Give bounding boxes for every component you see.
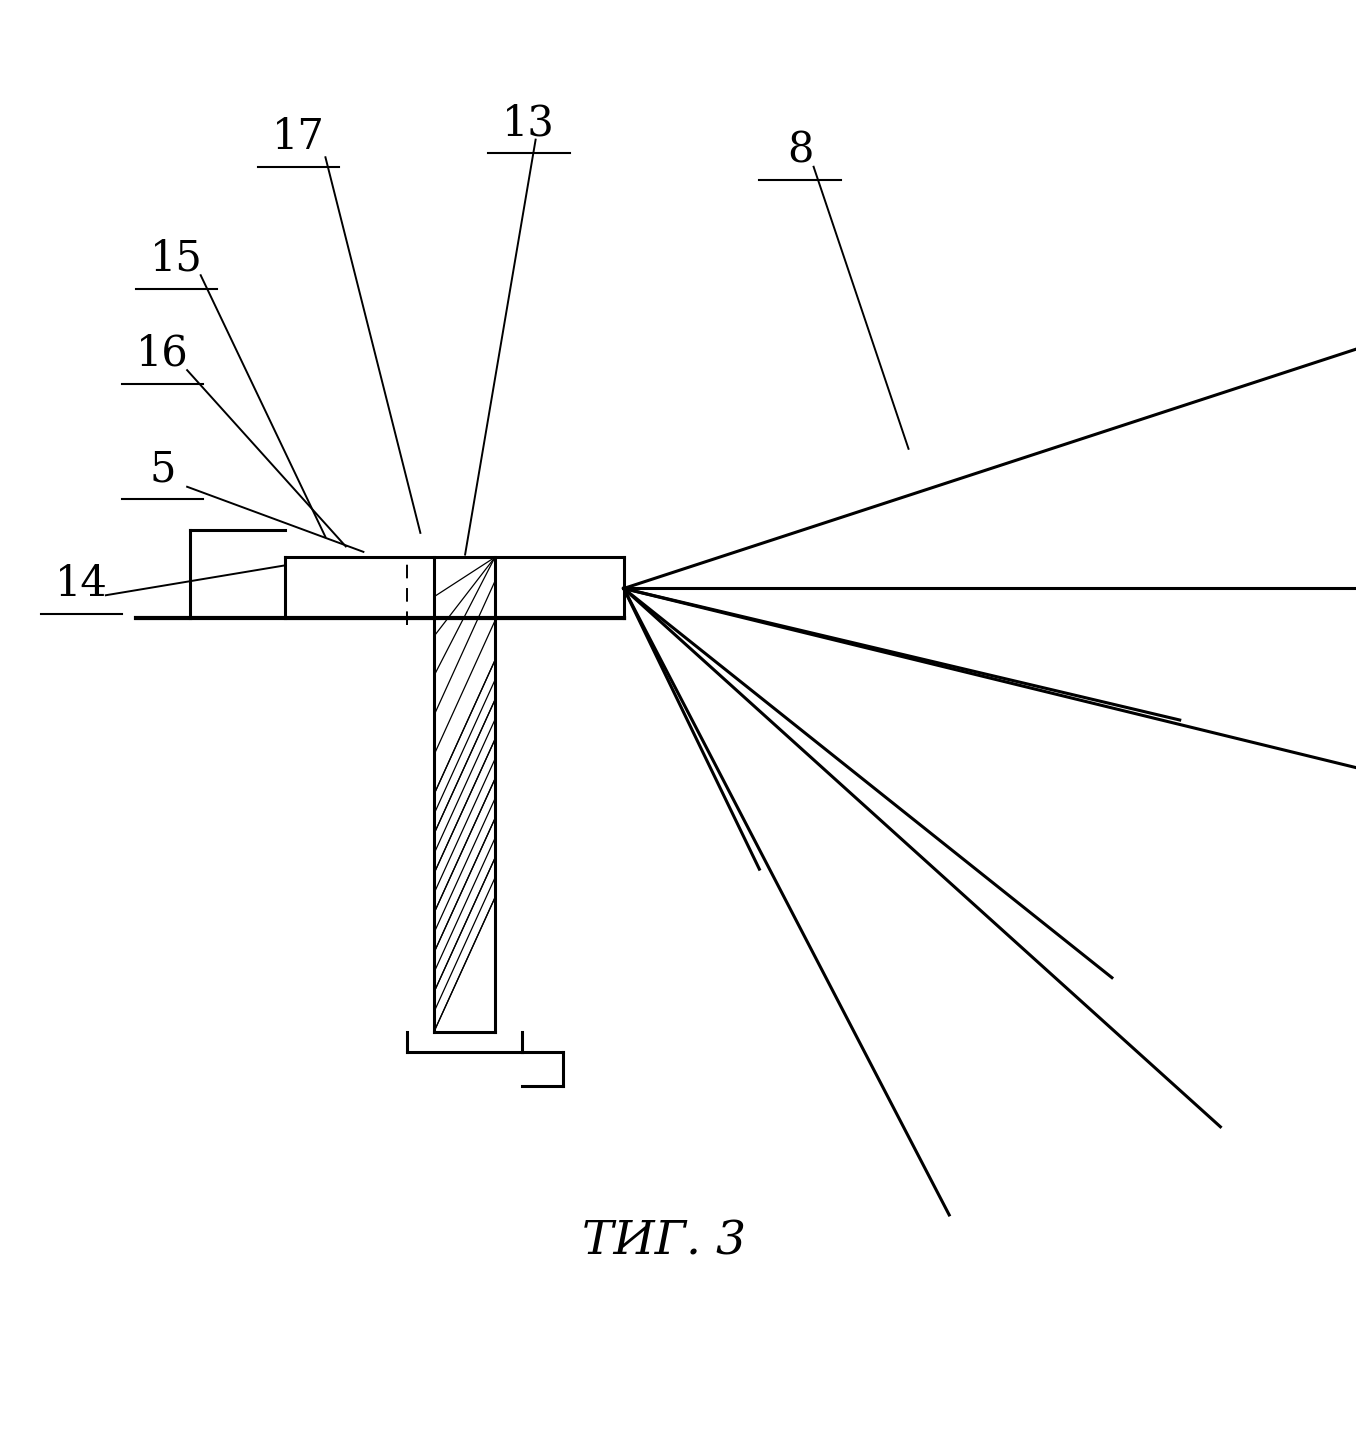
- Text: ΤИГ. 3: ΤИГ. 3: [582, 1220, 747, 1264]
- Text: 16: 16: [137, 333, 188, 374]
- Text: 5: 5: [149, 448, 176, 490]
- Text: 13: 13: [503, 102, 555, 144]
- Text: 14: 14: [56, 563, 107, 605]
- Text: 8: 8: [786, 130, 814, 171]
- Text: 17: 17: [273, 117, 324, 158]
- Text: 15: 15: [151, 238, 202, 279]
